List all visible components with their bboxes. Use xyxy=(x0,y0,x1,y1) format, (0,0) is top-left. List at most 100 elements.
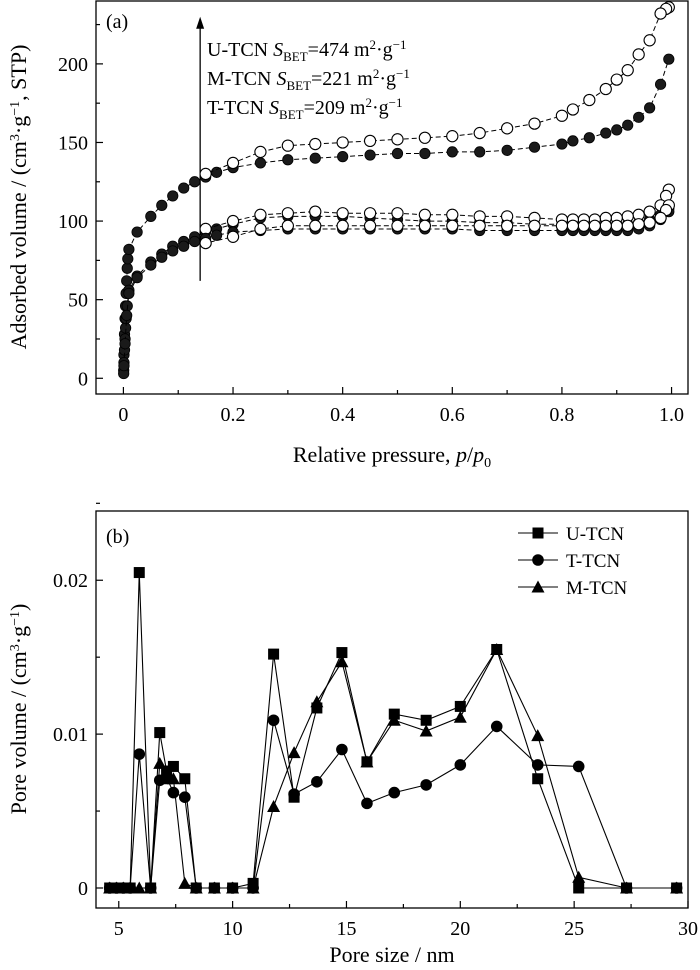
chart-a-series-line xyxy=(205,6,670,175)
chart-a-point-adsorption xyxy=(556,138,568,150)
chart-b-legend-marker-t-tcn xyxy=(532,554,544,566)
chart-b-point-m-tcn xyxy=(166,772,180,785)
chart-a-point-desorption xyxy=(555,219,569,232)
chart-b-line-m-tcn xyxy=(109,648,677,889)
chart-a-point-desorption xyxy=(363,219,377,232)
chart-a-point-desorption xyxy=(528,219,541,232)
chart-a-point-desorption xyxy=(632,218,645,231)
chart-a-point-adsorption xyxy=(122,253,134,265)
chart-b-point-t-tcn xyxy=(288,788,300,800)
chart-b-point-m-tcn xyxy=(620,881,634,894)
chart-a-point-desorption xyxy=(418,131,432,144)
chart-a-point-adsorption xyxy=(600,127,612,139)
chart-a-point-desorption xyxy=(566,219,580,232)
chart-a-point-desorption xyxy=(566,103,580,116)
chart-b-point-t-tcn xyxy=(179,791,191,804)
chart-a-y-tick-label: 100 xyxy=(58,211,88,233)
chart-a-annotation: U-TCN SBET=474 m2·g−1 xyxy=(207,37,407,64)
chart-a-point-desorption xyxy=(654,7,667,20)
chart-b-point-u-tcn xyxy=(420,714,432,726)
chart-a-point-adsorption xyxy=(567,135,579,147)
chart-a-point-adsorption xyxy=(309,152,321,164)
chart-a-y-tick-label: 150 xyxy=(58,132,88,154)
chart-b-point-m-tcn xyxy=(335,655,349,668)
chart-a-point-desorption xyxy=(336,219,349,232)
chart-a-point-desorption xyxy=(309,205,322,218)
chart-b-point-m-tcn xyxy=(387,713,401,726)
chart-a-point-desorption xyxy=(610,73,623,86)
chart-b-point-m-tcn xyxy=(132,881,146,894)
chart-b-point-m-tcn xyxy=(419,724,433,737)
chart-b-frame xyxy=(95,510,689,909)
chart-a-point-adsorption xyxy=(501,144,513,156)
chart-a-point-adsorption xyxy=(123,287,135,299)
chart-b-point-m-tcn xyxy=(453,710,467,723)
chart-a-panel-label: (a) xyxy=(106,11,128,33)
chart-a-point-desorption xyxy=(281,219,295,232)
chart-a-point-desorption xyxy=(363,134,377,148)
chart-a-point-desorption xyxy=(309,137,322,151)
chart-a-point-adsorption xyxy=(337,151,349,163)
chart-a-point-desorption xyxy=(254,208,267,221)
chart-b-point-u-tcn xyxy=(311,702,323,714)
chart-b-legend-label-u-tcn: U-TCN xyxy=(566,524,624,545)
chart-a-x-tick-label: 0.4 xyxy=(330,404,355,426)
chart-b-point-u-tcn xyxy=(167,760,179,772)
chart-a-point-adsorption xyxy=(121,262,133,274)
chart-a-point-adsorption xyxy=(156,251,168,263)
chart-b-point-u-tcn xyxy=(133,567,145,579)
chart-a-point-desorption xyxy=(555,109,569,122)
chart-a-point-desorption xyxy=(281,207,295,220)
chart-b-point-t-tcn xyxy=(167,786,180,799)
chart-a-point-adsorption xyxy=(419,147,431,160)
chart-a-point-adsorption xyxy=(644,102,656,114)
chart-a-point-adsorption xyxy=(118,360,130,372)
chart-b-point-m-tcn xyxy=(670,881,684,894)
chart-a-point-adsorption xyxy=(178,182,190,194)
chart-a-y-tick-label: 0 xyxy=(78,368,88,390)
chart-a-point-desorption xyxy=(226,156,240,170)
chart-a-point-desorption xyxy=(599,82,612,96)
chart-a-point-desorption xyxy=(610,219,623,232)
chart-a-point-adsorption xyxy=(611,124,623,136)
chart-a-point-adsorption xyxy=(121,309,133,321)
chart-b-point-u-tcn xyxy=(336,647,348,659)
chart-a-point-desorption xyxy=(199,236,212,250)
chart-a-x-tick-label: 0.2 xyxy=(221,404,246,426)
chart-a-point-adsorption xyxy=(210,229,223,241)
chart-a-y-tick-label: 200 xyxy=(58,54,88,76)
chart-a-point-desorption xyxy=(391,133,404,146)
chart-a-point-adsorption xyxy=(654,78,667,90)
chart-a-point-adsorption xyxy=(282,154,294,166)
chart-b-point-u-tcn xyxy=(179,773,191,785)
chart-a-point-desorption xyxy=(446,208,459,221)
chart-a-point-desorption xyxy=(336,207,349,220)
chart-a-point-adsorption xyxy=(391,147,404,160)
chart-a-point-desorption xyxy=(588,219,601,232)
chart-b-x-tick-label: 10 xyxy=(223,918,243,940)
chart-a-point-desorption xyxy=(226,214,240,228)
chart-b-point-t-tcn xyxy=(454,759,467,771)
chart-a-point-adsorption xyxy=(121,275,133,287)
chart-b-point-m-tcn xyxy=(310,695,324,708)
chart-a-point-desorption xyxy=(418,219,432,232)
chart-b-point-m-tcn xyxy=(153,756,167,769)
chart-b-point-m-tcn xyxy=(531,729,545,742)
chart-b-point-m-tcn xyxy=(360,755,374,768)
chart-a-arrow-head xyxy=(196,16,205,29)
chart-a-point-desorption xyxy=(621,64,634,77)
chart-b-point-m-tcn xyxy=(490,642,504,655)
chart-b-point-t-tcn xyxy=(531,759,544,771)
chart-a-point-desorption xyxy=(577,219,591,232)
chart-a-point-adsorption xyxy=(254,157,267,169)
chart-b-x-tick-label: 25 xyxy=(564,918,584,940)
chart-b-series-group xyxy=(103,567,684,894)
chart-b-legend-label-m-tcn: M-TCN xyxy=(566,578,628,599)
chart-a-point-adsorption xyxy=(583,132,595,144)
chart-b-legend-marker-m-tcn xyxy=(531,580,545,593)
chart-b-point-t-tcn xyxy=(311,776,323,788)
chart-a-series-group xyxy=(118,1,675,380)
chart-a-point-adsorption xyxy=(189,235,201,248)
chart-a-point-desorption xyxy=(391,219,404,232)
